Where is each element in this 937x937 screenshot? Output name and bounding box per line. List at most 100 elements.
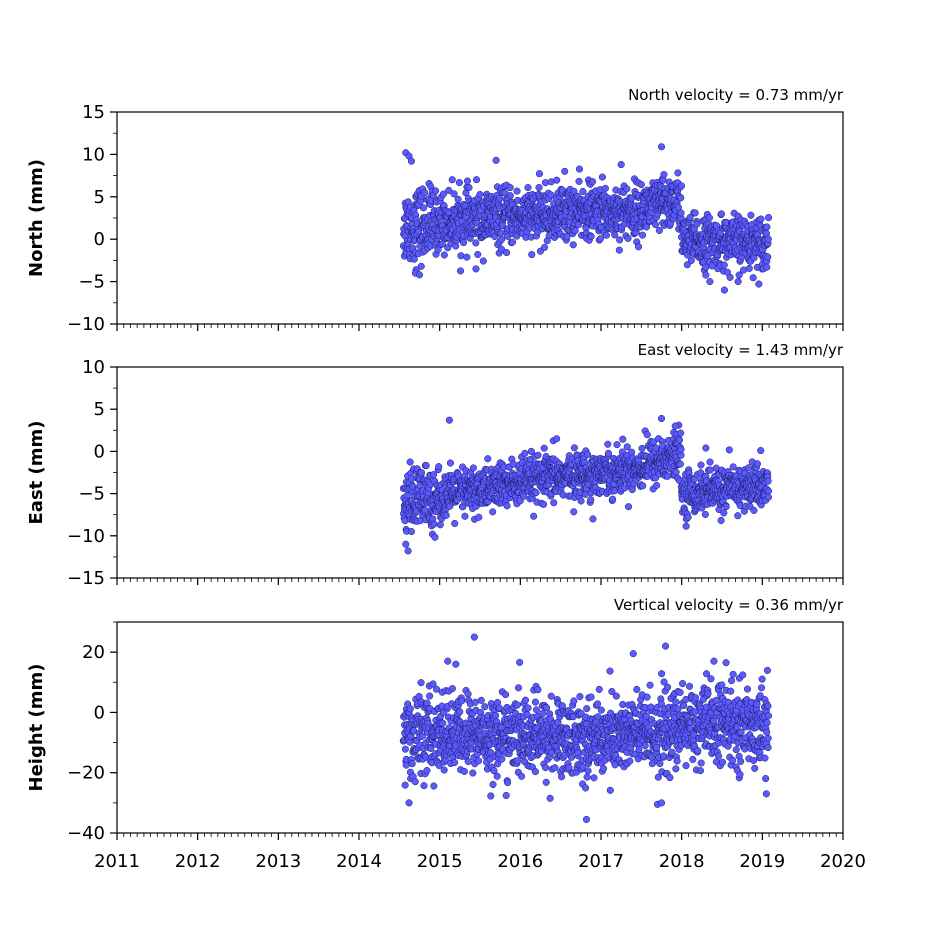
north-data-point: [683, 261, 691, 269]
height-panel: 2011 2012 2013 2014 2015 2016 2017 2018 2019 2020…: [26, 596, 866, 872]
east-data-point: [570, 444, 578, 452]
east-data-point: [402, 540, 410, 548]
height-data-point: [574, 749, 582, 757]
north-data-point: [616, 236, 624, 244]
height-data-point: [587, 693, 595, 701]
height-data-point: [474, 757, 483, 765]
east-data-point: [589, 515, 597, 523]
height-data-point: [660, 678, 668, 686]
north-data-point: [524, 184, 532, 192]
north-data-point: [726, 273, 734, 281]
height-xtick-label: 2015: [417, 851, 463, 872]
east-data-point: [753, 460, 761, 468]
north-data-point: [561, 167, 569, 175]
east-data-point: [697, 461, 705, 469]
height-xtick-label: 2018: [659, 851, 705, 872]
height-data-point: [608, 687, 616, 696]
east-data-point: [469, 464, 477, 472]
height-data-point: [471, 698, 479, 706]
east-data-point: [717, 516, 725, 525]
height-data-point: [590, 774, 598, 782]
east-data-point: [436, 521, 444, 529]
east-data-point: [435, 463, 443, 471]
east-data-point: [657, 414, 666, 423]
east-data-point: [757, 447, 765, 455]
height-data-point: [685, 682, 694, 690]
north-ytick-label: −5: [78, 272, 105, 293]
north-data-point: [508, 238, 517, 246]
east-data-point: [676, 460, 684, 468]
height-data-point: [547, 692, 555, 700]
north-data-point: [465, 184, 473, 192]
east-data-point: [675, 436, 684, 444]
height-data-point: [513, 757, 522, 765]
north-data-point: [496, 194, 504, 202]
north-data-point: [734, 278, 742, 286]
height-data-point: [756, 692, 764, 700]
north-data-point: [706, 278, 714, 286]
height-data-point: [551, 764, 559, 772]
east-data-point: [604, 449, 613, 457]
height-data-point: [654, 773, 662, 781]
height-data-point: [524, 704, 532, 712]
east-axis-label: East (mm): [26, 421, 47, 525]
east-data-point: [682, 522, 690, 530]
east-data-point: [624, 503, 633, 511]
north-data-point: [657, 143, 666, 151]
height-data-point: [629, 650, 637, 658]
east-data-point: [734, 512, 742, 520]
height-data-point: [718, 758, 727, 766]
east-data-point: [422, 462, 430, 470]
east-data-point: [684, 513, 692, 521]
north-axis-label: North (mm): [26, 159, 47, 277]
north-data-point: [587, 232, 595, 240]
north-data-point: [419, 204, 428, 212]
height-data-point: [513, 701, 521, 709]
height-data-point: [737, 757, 745, 765]
north-data-point: [693, 220, 701, 228]
east-data-point: [417, 469, 426, 477]
height-ytick-label: 0: [94, 702, 105, 723]
east-data-point: [540, 444, 548, 452]
east-data-point: [407, 528, 415, 536]
height-xtick-label: 2019: [739, 851, 785, 872]
north-data-point: [450, 190, 458, 198]
north-data-point: [765, 214, 773, 222]
north-data-point: [745, 264, 753, 272]
height-data-point: [764, 744, 772, 752]
north-data-point: [569, 241, 577, 249]
east-data-point: [643, 431, 651, 439]
east-data-point: [503, 502, 511, 510]
east-data-point: [431, 533, 439, 541]
height-data-point: [715, 752, 723, 760]
north-data-point: [535, 184, 543, 192]
height-data-point: [456, 708, 464, 716]
north-data-point: [459, 239, 468, 247]
north-data-point: [474, 250, 482, 259]
north-data-point: [615, 246, 623, 254]
north-data-point: [589, 178, 597, 186]
height-data-point: [477, 696, 485, 704]
north-data-point: [513, 187, 521, 195]
height-data-point: [666, 774, 674, 782]
height-data-point: [761, 754, 769, 762]
north-data-point: [705, 214, 713, 222]
east-data-point: [489, 508, 497, 516]
height-data-point: [423, 766, 431, 775]
height-data-point: [660, 752, 668, 760]
height-data-point: [646, 681, 654, 689]
height-data-points: [399, 633, 773, 823]
north-velocity-annotation: North velocity = 0.73 mm/yr: [628, 86, 844, 104]
north-data-point: [506, 192, 514, 200]
north-data-point: [503, 249, 511, 257]
height-data-point: [518, 772, 526, 780]
height-data-point: [658, 670, 666, 678]
east-data-point: [527, 447, 535, 455]
height-data-point: [539, 709, 547, 717]
north-data-point: [691, 209, 699, 217]
height-data-point: [411, 778, 419, 786]
north-data-point: [598, 173, 606, 181]
height-axis-label: Height (mm): [26, 664, 47, 792]
height-data-point: [702, 670, 711, 678]
